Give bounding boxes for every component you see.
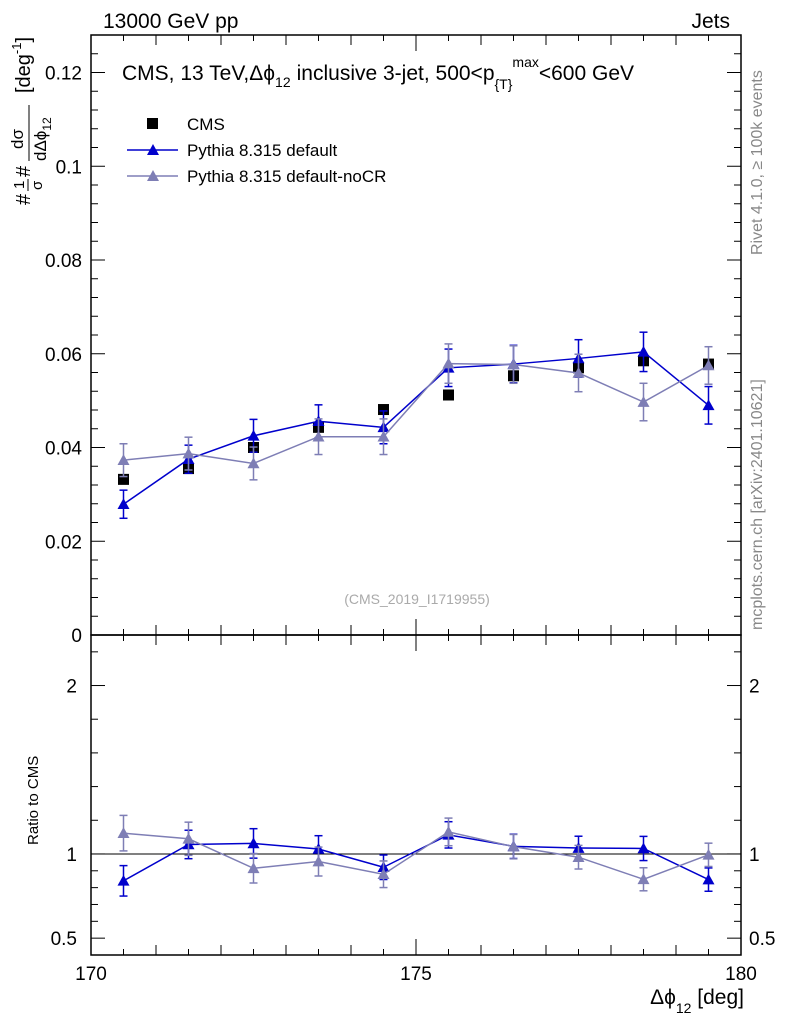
legend-marker-default bbox=[147, 144, 159, 155]
y-axis-label: # 1 σ # dσ dΔϕ12 [deg-1] bbox=[8, 37, 54, 205]
rivet-label: Rivet 4.1.0, ≥ 100k events bbox=[749, 70, 766, 255]
cms-point bbox=[378, 404, 389, 416]
ylabel-mid: # bbox=[13, 165, 35, 177]
point-pythia-8-315-default-nocr bbox=[507, 358, 520, 370]
point-pythia-8-315-default-nocr bbox=[702, 359, 715, 371]
ratio-line-pythia-8-315-default bbox=[123, 834, 709, 882]
point-pythia-8-315-default-nocr bbox=[312, 430, 325, 442]
svg-text:[deg-1]: [deg-1] bbox=[9, 37, 35, 93]
ratio-plot-frame bbox=[90, 634, 742, 956]
legend-label-nocr: Pythia 8.315 default-noCR bbox=[187, 167, 386, 186]
ratio-tick-label: 0.5 bbox=[51, 929, 77, 950]
ratio-point-pythia-8-315-default-nocr bbox=[117, 827, 130, 838]
ratio-point-pythia-8-315-default-nocr bbox=[377, 868, 390, 880]
ratio-tick-label-right: 1 bbox=[749, 845, 760, 866]
point-pythia-8-315-default-nocr bbox=[637, 396, 650, 407]
ylabel-d-den-sub: 12 bbox=[40, 117, 54, 131]
ratio-point-pythia-8-315-default-nocr bbox=[637, 873, 650, 885]
title-p-sub: {T} bbox=[495, 76, 513, 92]
point-pythia-8-315-default-nocr bbox=[117, 454, 130, 465]
xlabel-sub: 12 bbox=[676, 1000, 692, 1016]
ylabel-pre: # bbox=[13, 193, 35, 205]
series-line-pythia-8-315-default bbox=[123, 351, 709, 505]
x-tick-label: 170 bbox=[75, 964, 107, 985]
ratio-tick-label: 2 bbox=[66, 677, 77, 698]
ratio-point-pythia-8-315-default bbox=[702, 873, 715, 885]
y-tick-label: 0.08 bbox=[45, 251, 82, 272]
analysis-watermark: (CMS_2019_I1719955) bbox=[344, 591, 490, 607]
ratio-point-pythia-8-315-default bbox=[247, 837, 260, 849]
ylabel-unit-close: ] bbox=[13, 37, 35, 43]
point-pythia-8-315-default-nocr bbox=[182, 447, 195, 459]
ratio-line-pythia-8-315-default-nocr bbox=[123, 831, 709, 881]
mcplots-label: mcplots.cern.ch [arXiv:2401.10621] bbox=[749, 379, 766, 630]
legend-label-cms: CMS bbox=[187, 115, 225, 134]
y-tick-label: 0.06 bbox=[45, 345, 82, 366]
point-pythia-8-315-default-nocr bbox=[377, 430, 390, 442]
y-tick-label: 0.04 bbox=[45, 439, 82, 460]
ylabel-unit: [deg bbox=[13, 54, 35, 93]
legend-label-default: Pythia 8.315 default bbox=[187, 141, 338, 160]
point-pythia-8-315-default bbox=[702, 399, 715, 411]
xlabel-main: Δϕ bbox=[650, 986, 676, 1009]
series-line-pythia-8-315-default-nocr bbox=[123, 362, 709, 465]
ratio-point-pythia-8-315-default-nocr bbox=[182, 832, 195, 844]
title-part-a: CMS, 13 TeV, bbox=[122, 62, 249, 85]
ylabel-unit-sup: -1 bbox=[9, 43, 24, 55]
ratio-point-pythia-8-315-default-nocr bbox=[312, 855, 325, 867]
header-process: 13000 GeV pp bbox=[103, 10, 238, 33]
main-series-group bbox=[117, 331, 715, 520]
y-tick-label: 0 bbox=[71, 626, 82, 647]
x-axis: 170 175 180 bbox=[75, 35, 757, 985]
ylabel-frac-num: 1 bbox=[11, 181, 28, 189]
x-axis-label: Δϕ12 [deg] bbox=[650, 986, 744, 1016]
ratio-point-pythia-8-315-default-nocr bbox=[507, 840, 520, 852]
ratio-tick-label: 1 bbox=[66, 845, 77, 866]
point-pythia-8-315-default bbox=[247, 429, 260, 441]
ratio-point-pythia-8-315-default-nocr bbox=[442, 825, 455, 837]
point-pythia-8-315-default-nocr bbox=[442, 357, 455, 369]
ratio-point-pythia-8-315-default-nocr bbox=[247, 862, 260, 874]
y-tick-label: 0.1 bbox=[56, 157, 82, 178]
ratio-point-pythia-8-315-default-nocr bbox=[572, 851, 585, 862]
point-pythia-8-315-default bbox=[637, 345, 650, 357]
legend-marker-nocr bbox=[147, 170, 159, 181]
ratio-point-pythia-8-315-default bbox=[117, 874, 130, 886]
svg-text:#: # bbox=[13, 193, 35, 205]
x-tick-label: 180 bbox=[725, 964, 757, 985]
legend-marker-cms bbox=[147, 118, 158, 129]
title-part-b: inclusive 3-jet, 500<p bbox=[297, 62, 495, 85]
ylabel-frac-den: σ bbox=[29, 180, 46, 190]
x-tick-label: 175 bbox=[400, 964, 432, 985]
ratio-tick-label-right: 0.5 bbox=[749, 929, 775, 950]
cms-point bbox=[118, 473, 129, 485]
point-pythia-8-315-default bbox=[117, 498, 130, 510]
svg-text:dΔϕ12: dΔϕ12 bbox=[31, 117, 54, 161]
cms-point bbox=[443, 389, 454, 401]
ratio-point-pythia-8-315-default bbox=[637, 842, 650, 854]
ylabel-d-den: dΔϕ bbox=[31, 131, 50, 161]
ratio-point-pythia-8-315-default-nocr bbox=[702, 848, 715, 860]
ratio-y-axis: 0.5 0.5 1 1 2 2 bbox=[51, 651, 775, 950]
main-y-axis: 0 0.02 0.04 0.06 0.08 0.1 0.12 bbox=[45, 34, 741, 647]
title-phi: Δϕ bbox=[249, 62, 275, 85]
ratio-series-group bbox=[117, 814, 715, 897]
title-phi-sub: 12 bbox=[275, 74, 291, 90]
ylabel-d-num: dσ bbox=[8, 129, 27, 149]
header-category: Jets bbox=[691, 10, 730, 33]
xlabel-unit: [deg] bbox=[691, 986, 744, 1009]
legend: CMS Pythia 8.315 default Pythia 8.315 de… bbox=[127, 115, 386, 186]
point-pythia-8-315-default-nocr bbox=[572, 366, 585, 378]
y-tick-label: 0.02 bbox=[45, 532, 82, 553]
point-pythia-8-315-default-nocr bbox=[247, 457, 260, 469]
ratio-tick-label-right: 2 bbox=[749, 677, 760, 698]
ratio-y-label: Ratio to CMS bbox=[25, 756, 42, 845]
chart-title: CMS, 13 TeV,Δϕ12 inclusive 3-jet, 500<p{T… bbox=[122, 54, 634, 92]
y-tick-label: 0.12 bbox=[45, 64, 82, 85]
title-p-sup: max bbox=[512, 54, 538, 70]
title-part-c: <600 GeV bbox=[539, 62, 634, 85]
